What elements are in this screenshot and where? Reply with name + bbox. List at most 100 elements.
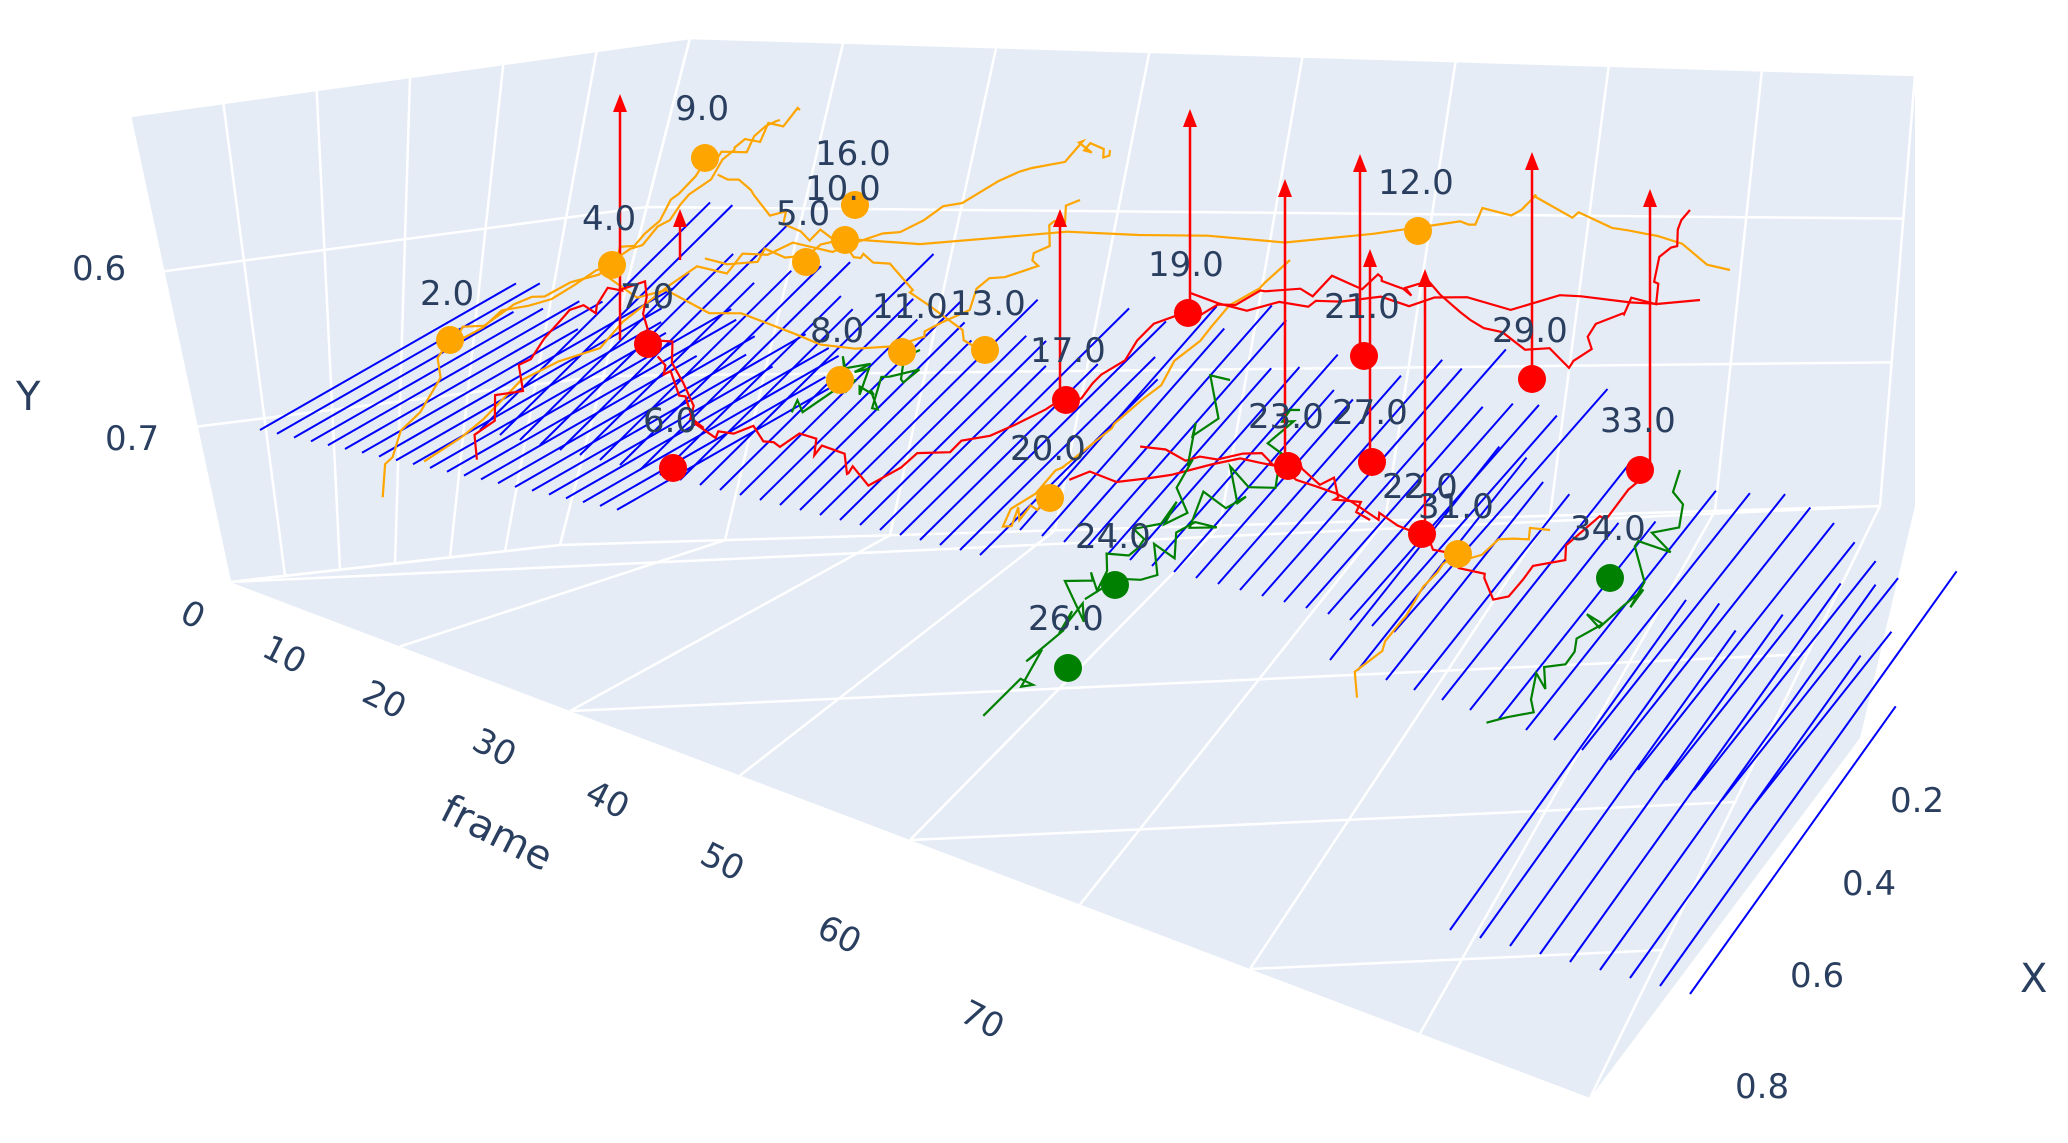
blue-track-line: [514, 353, 747, 488]
blue-track-line: [1553, 492, 1751, 741]
blue-track-line: [679, 308, 854, 481]
grid-lines: [128, 36, 1917, 1099]
trajectory-line: [704, 193, 1731, 272]
grid-line: [393, 76, 412, 564]
blue-track-line: [548, 365, 774, 496]
blue-track-line: [819, 298, 1039, 516]
point-label: 7.0: [620, 277, 674, 317]
frame-tick-label: 20: [356, 672, 413, 727]
blue-track-line: [1689, 705, 1897, 995]
x-tick-label: 0.8: [1735, 1067, 1789, 1107]
y-axis-title: Y: [15, 374, 41, 420]
point-labels: 2.0 4.0 9.0 7.0 5.0 16.010.0 6.0 8.011.0 13.017.…: [420, 89, 1676, 639]
point-marker: [792, 248, 820, 276]
point-label: 19.0: [1148, 245, 1224, 285]
point-label: 24.0: [1075, 517, 1151, 557]
point-label: 27.0: [1332, 393, 1408, 433]
blue-track-line: [1581, 493, 1786, 751]
y-tick-label: 0.7: [105, 419, 159, 459]
point-label: 6.0: [643, 401, 697, 441]
blue-track-line: [412, 321, 662, 466]
trajectory-line: [423, 138, 1112, 463]
point-marker: [436, 326, 464, 354]
grid-line: [739, 529, 1056, 777]
blue-track-line: [293, 311, 514, 439]
blue-track-line: [1479, 602, 1721, 939]
blue-track-line: [699, 253, 935, 486]
frame-tick-label: 50: [694, 834, 751, 889]
grid-line: [909, 800, 1736, 842]
blue-track-line: [327, 300, 580, 447]
grid-line: [558, 37, 692, 546]
trajectory-line: [473, 279, 695, 460]
blue-track-line: [1629, 655, 1862, 979]
grid-line: [1713, 70, 1764, 512]
point-label: 23.0: [1248, 397, 1324, 437]
blue-track-line: [1665, 541, 1856, 781]
point-marker: [598, 251, 626, 279]
blue-track-line: [276, 282, 541, 435]
frame-tick-label: 0: [174, 592, 211, 637]
point-label: 21.0: [1324, 287, 1400, 327]
blue-track-line: [739, 318, 919, 496]
blue-track-line: [1173, 389, 1335, 573]
blue-track-line: [1041, 327, 1225, 537]
blue-track-line: [599, 270, 792, 461]
point-label: 4.0: [582, 199, 636, 239]
blue-track-line: [1637, 522, 1835, 771]
blue-track-line: [1385, 481, 1544, 681]
x-tick-label: 0.4: [1842, 864, 1896, 904]
blue-track-line: [1327, 402, 1514, 615]
grid-line: [222, 102, 287, 576]
grid-line: [1079, 519, 1386, 906]
blue-track-line: [1659, 570, 1958, 987]
blue-track-line: [429, 332, 667, 469]
blue-track-line: [361, 328, 579, 454]
point-label: 16.0: [815, 134, 891, 174]
blue-track-line: [519, 272, 690, 441]
blue-track-line: [531, 333, 807, 492]
arrow-head: [673, 209, 687, 227]
arrow-head: [1643, 189, 1657, 207]
point-marker: [634, 330, 662, 358]
blue-track-line: [1239, 359, 1443, 591]
blue-track-series: [259, 201, 1958, 995]
trajectory-line: [604, 198, 1081, 350]
blue-track-line: [619, 265, 822, 466]
blue-track-line: [1693, 560, 1877, 791]
point-label: 22.0: [1382, 467, 1458, 507]
point-marker: [1054, 654, 1082, 682]
blue-track-line: [1539, 614, 1784, 955]
point-marker: [831, 226, 859, 254]
arrow-head: [1278, 179, 1292, 197]
trajectory-line: [656, 355, 1061, 488]
blue-track-line: [1497, 520, 1657, 721]
blue-track-line: [378, 287, 674, 458]
point-marker: [1444, 540, 1472, 568]
point-label: 8.0: [810, 311, 864, 351]
blue-track-line: [1609, 506, 1812, 761]
grid-line: [129, 36, 1916, 118]
blue-track-line: [1509, 629, 1737, 947]
point-label: 2.0: [420, 274, 474, 314]
frame-tick-label: 70: [954, 992, 1011, 1047]
blue-track-line: [579, 282, 755, 456]
point-marker: [691, 144, 719, 172]
point-label: 20.0: [1010, 429, 1086, 469]
blue-track-line: [859, 340, 1047, 526]
blue-track-line: [1283, 348, 1507, 603]
trajectory-line: [452, 118, 781, 345]
grid-line: [399, 538, 726, 648]
blue-track-line: [719, 298, 914, 491]
grid-line: [128, 115, 232, 583]
blue-track-line: [259, 282, 517, 431]
blue-track-line: [395, 307, 663, 462]
grid-line: [315, 89, 342, 570]
blue-track-line: [1469, 522, 1620, 711]
x-tick-label: 0.2: [1890, 781, 1944, 821]
blue-track-line: [839, 335, 1027, 521]
grid-line: [569, 652, 1808, 713]
blue-track-line: [582, 354, 840, 504]
grid-line: [448, 63, 505, 558]
blue-track-line: [1329, 446, 1501, 661]
